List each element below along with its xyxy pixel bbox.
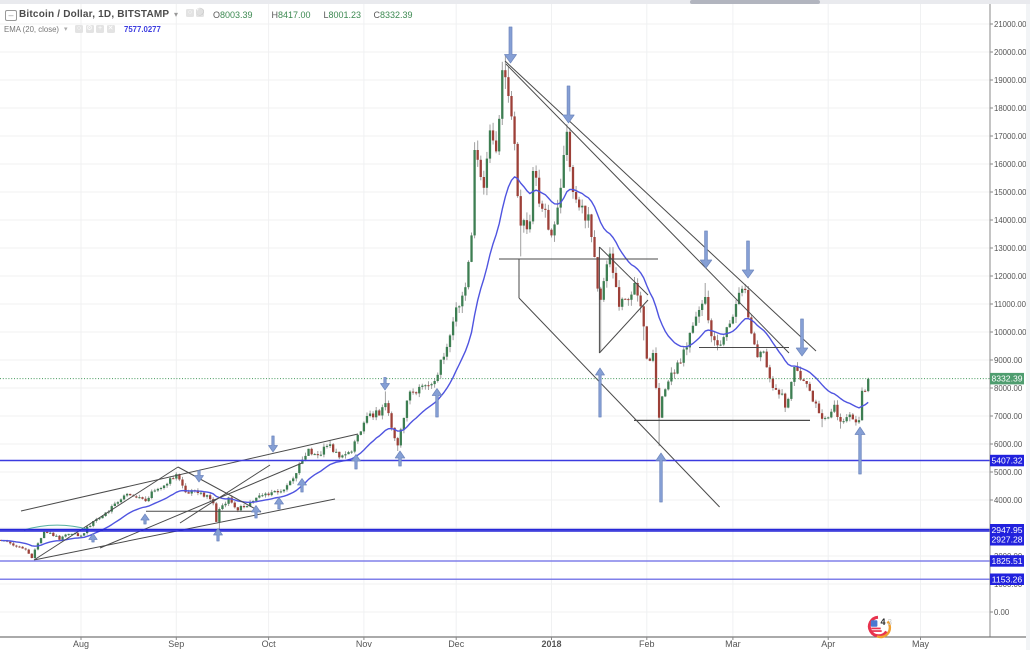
svg-text:Mar: Mar (725, 639, 741, 649)
svg-text:6000.00: 6000.00 (994, 440, 1023, 449)
svg-text:12000.00: 12000.00 (994, 272, 1027, 281)
svg-text:1153.26: 1153.26 (992, 574, 1023, 584)
svg-text:Apr: Apr (821, 639, 835, 649)
svg-text:9000.00: 9000.00 (994, 356, 1023, 365)
svg-text:1825.51: 1825.51 (991, 556, 1022, 566)
svg-text:15000.00: 15000.00 (994, 188, 1027, 197)
svg-text:0.00: 0.00 (994, 608, 1010, 617)
svg-text:2927.28: 2927.28 (991, 535, 1022, 545)
svg-text:18000.00: 18000.00 (994, 104, 1027, 113)
svg-text:4000.00: 4000.00 (994, 496, 1023, 505)
svg-text:Dec: Dec (448, 639, 465, 649)
svg-text:5000.00: 5000.00 (994, 468, 1023, 477)
svg-text:16000.00: 16000.00 (994, 160, 1027, 169)
svg-text:Nov: Nov (356, 639, 373, 649)
svg-text:7000.00: 7000.00 (994, 412, 1023, 421)
svg-text:3: 3 (888, 618, 893, 627)
svg-text:8332.39: 8332.39 (991, 374, 1022, 384)
svg-text:10000.00: 10000.00 (994, 328, 1027, 337)
svg-text:8000.00: 8000.00 (994, 384, 1023, 393)
svg-text:2947.95: 2947.95 (991, 525, 1022, 535)
svg-text:5407.32: 5407.32 (991, 456, 1022, 466)
svg-text:14000.00: 14000.00 (994, 216, 1027, 225)
svg-text:Oct: Oct (262, 639, 277, 649)
svg-text:4: 4 (881, 617, 886, 627)
svg-text:Sep: Sep (168, 639, 184, 649)
svg-text:20000.00: 20000.00 (994, 48, 1027, 57)
svg-text:17000.00: 17000.00 (994, 132, 1027, 141)
svg-text:Aug: Aug (73, 639, 89, 649)
svg-text:13000.00: 13000.00 (994, 244, 1027, 253)
svg-text:21000.00: 21000.00 (994, 20, 1027, 29)
svg-text:May: May (912, 639, 930, 649)
svg-text:Feb: Feb (639, 639, 655, 649)
svg-text:19000.00: 19000.00 (994, 76, 1027, 85)
svg-text:11000.00: 11000.00 (994, 300, 1027, 309)
svg-text:2018: 2018 (541, 639, 561, 649)
